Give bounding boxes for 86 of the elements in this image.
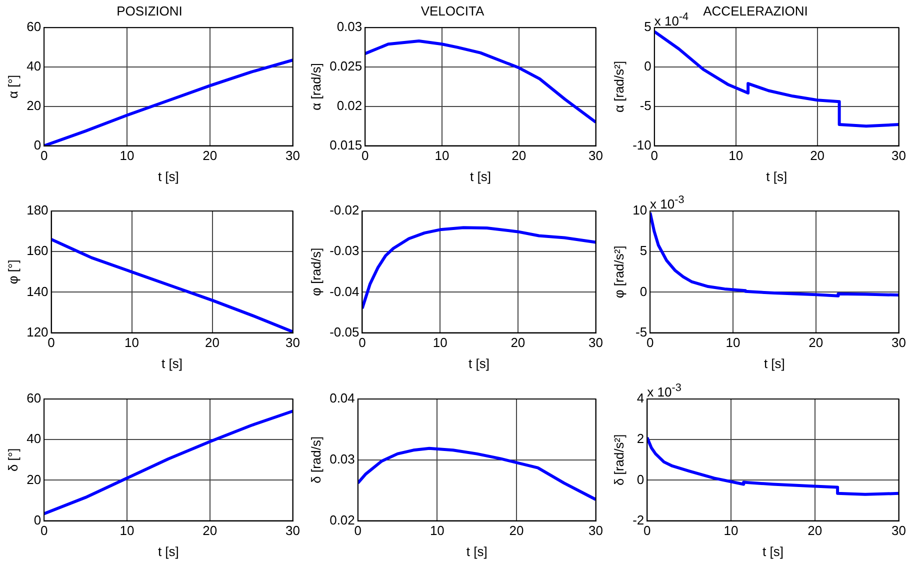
y-tick-label: 0 bbox=[636, 471, 644, 486]
y-axis-title: δ [rad/s] bbox=[308, 436, 324, 484]
y-tick-label: 5 bbox=[644, 19, 652, 34]
y-tick-label: 20 bbox=[26, 471, 42, 486]
y-axis-title: α [rad/s] bbox=[308, 63, 324, 110]
x-tick-label: 10 bbox=[434, 148, 450, 164]
x-tick-label: 30 bbox=[892, 336, 906, 351]
annotation: x 10$^{-3}$ bbox=[647, 380, 682, 400]
x-tick-label: 20 bbox=[512, 148, 526, 164]
chart-title: POSIZIONI bbox=[116, 3, 182, 18]
y-tick-label: 60 bbox=[26, 390, 42, 406]
x-tick-label: 30 bbox=[588, 336, 604, 351]
y-tick-label: 120 bbox=[26, 324, 48, 340]
x-tick-label: 20 bbox=[808, 336, 824, 351]
y-axis-title: φ [rad/s²] bbox=[611, 246, 626, 298]
x-axis-title: t [s] bbox=[158, 543, 179, 558]
x-tick-label: 10 bbox=[728, 148, 744, 164]
x-tick-label: 20 bbox=[202, 522, 218, 538]
y-tick-label: 60 bbox=[26, 19, 42, 34]
y-tick-label: 0 bbox=[34, 512, 42, 528]
y-axis-title: α [°] bbox=[5, 74, 20, 98]
y-tick-label: -0.04 bbox=[330, 284, 360, 300]
y-tick-label: -5 bbox=[640, 98, 652, 113]
x-axis-title: t [s] bbox=[468, 356, 490, 372]
y-tick-label: 0 bbox=[640, 284, 648, 300]
x-axis-title: t [s] bbox=[158, 168, 179, 184]
y-tick-label: -0.03 bbox=[330, 244, 360, 259]
x-axis-title: t [s] bbox=[162, 356, 183, 372]
y-tick-label: 160 bbox=[26, 244, 48, 259]
x-tick-label: 30 bbox=[286, 148, 300, 164]
x-tick-label: 20 bbox=[810, 148, 825, 164]
y-axis-title: δ [°] bbox=[5, 448, 20, 472]
y-tick-label: 0.015 bbox=[330, 137, 362, 152]
x-tick-label: 20 bbox=[808, 522, 822, 538]
y-tick-label: 2 bbox=[636, 430, 644, 446]
y-tick-label: -0.05 bbox=[330, 324, 360, 340]
x-tick-label: 10 bbox=[120, 148, 134, 164]
y-tick-label: 140 bbox=[26, 284, 48, 300]
y-tick-label: 5 bbox=[640, 244, 648, 259]
y-tick-label: 0.025 bbox=[330, 58, 362, 74]
y-tick-label: 0.02 bbox=[336, 98, 362, 113]
x-tick-label: 30 bbox=[892, 522, 906, 538]
annotation: x 10$^{-3}$ bbox=[650, 193, 684, 213]
y-tick-label: 0.02 bbox=[330, 512, 355, 528]
x-tick-label: 30 bbox=[588, 522, 604, 538]
x-tick-label: 30 bbox=[588, 148, 604, 164]
y-axis-title: δ [rad/s²] bbox=[611, 434, 626, 486]
x-tick-label: 10 bbox=[430, 522, 444, 538]
x-tick-label: 20 bbox=[510, 336, 526, 351]
y-tick-label: -2 bbox=[632, 512, 644, 528]
x-tick-label: 10 bbox=[120, 522, 134, 538]
y-tick-label: 0.03 bbox=[336, 19, 362, 34]
y-tick-label: 4 bbox=[636, 390, 644, 406]
x-tick-label: 30 bbox=[892, 148, 906, 164]
x-axis-title: t [s] bbox=[466, 543, 488, 558]
y-tick-label: -5 bbox=[635, 324, 648, 340]
y-tick-label: -0.02 bbox=[330, 202, 360, 218]
x-tick-label: 30 bbox=[286, 336, 300, 351]
y-axis-title: φ [°] bbox=[5, 260, 20, 284]
x-axis-title: t [s] bbox=[766, 168, 788, 184]
y-tick-label: 0.04 bbox=[330, 390, 355, 406]
chart-title: ACCELERAZIONI bbox=[703, 3, 808, 18]
x-tick-label: 20 bbox=[202, 148, 218, 164]
x-tick-label: 30 bbox=[286, 522, 300, 538]
y-tick-label: 180 bbox=[26, 202, 48, 218]
x-tick-label: 10 bbox=[432, 336, 448, 351]
y-tick-label: 0 bbox=[34, 137, 42, 152]
x-tick-label: 20 bbox=[205, 336, 220, 351]
x-tick-label: 10 bbox=[724, 522, 738, 538]
annotation: x 10$^{-4}$ bbox=[654, 10, 689, 29]
y-axis-title: α [rad/s²] bbox=[611, 60, 626, 112]
y-tick-label: 40 bbox=[26, 58, 42, 74]
y-tick-label: 40 bbox=[26, 430, 42, 446]
y-tick-label: 0 bbox=[644, 58, 652, 74]
x-axis-title: t [s] bbox=[762, 543, 784, 558]
x-axis-title: t [s] bbox=[470, 168, 491, 184]
x-tick-label: 10 bbox=[726, 336, 740, 351]
x-tick-label: 10 bbox=[124, 336, 140, 351]
y-axis-title: φ [rad/s] bbox=[308, 248, 324, 296]
y-tick-label: 0.03 bbox=[330, 451, 355, 466]
x-axis-title: t [s] bbox=[764, 356, 785, 372]
y-tick-label: -10 bbox=[632, 137, 652, 152]
x-tick-label: 20 bbox=[509, 522, 524, 538]
chart-title: VELOCITA bbox=[420, 3, 484, 18]
y-tick-label: 10 bbox=[632, 202, 648, 218]
y-tick-label: 20 bbox=[26, 98, 42, 113]
